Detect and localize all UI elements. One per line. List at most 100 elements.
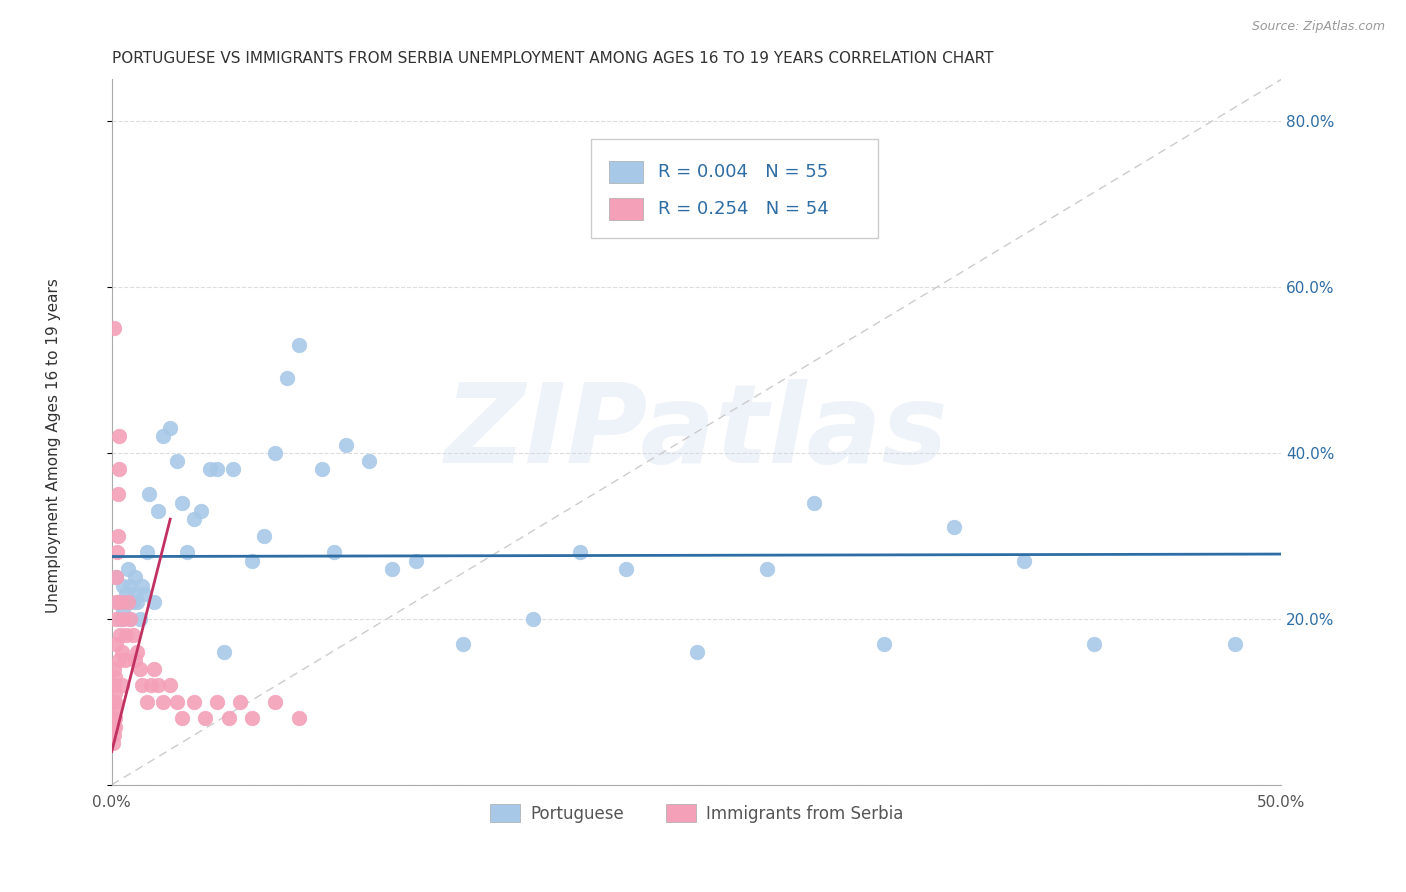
Point (222, 462, 245, 476)
Point (108, 628, 131, 642)
Point (127, 645, 149, 659)
Legend: Portuguese, Immigrants from Serbia: Portuguese, Immigrants from Serbia (484, 797, 910, 830)
Point (873, 637, 896, 651)
Point (755, 562, 778, 576)
Point (134, 587, 156, 601)
Point (124, 653, 146, 667)
Point (152, 429, 174, 443)
Point (104, 670, 127, 684)
Point (166, 454, 188, 468)
Point (104, 711, 127, 725)
Point (568, 545, 591, 559)
Point (103, 686, 125, 700)
Point (112, 603, 135, 617)
Point (264, 695, 287, 709)
Point (170, 711, 193, 725)
Text: Source: ZipAtlas.com: Source: ZipAtlas.com (1251, 20, 1385, 33)
Point (107, 429, 129, 443)
Point (198, 462, 221, 476)
Point (148, 504, 170, 518)
Point (117, 595, 139, 609)
Point (103, 678, 125, 692)
Point (253, 529, 276, 543)
Point (135, 695, 157, 709)
Point (114, 587, 136, 601)
Point (159, 678, 181, 692)
Point (148, 678, 170, 692)
Point (103, 662, 125, 676)
FancyBboxPatch shape (592, 139, 877, 238)
Point (128, 612, 150, 626)
Point (124, 570, 146, 584)
Point (264, 446, 287, 460)
Point (142, 595, 165, 609)
Point (218, 711, 240, 725)
Point (685, 645, 707, 659)
Point (405, 554, 427, 568)
Point (108, 653, 131, 667)
Point (311, 462, 333, 476)
Point (183, 695, 205, 709)
Point (614, 562, 637, 576)
Point (335, 437, 357, 451)
Point (107, 487, 129, 501)
Text: R = 0.254   N = 54: R = 0.254 N = 54 (658, 201, 828, 219)
Point (194, 711, 217, 725)
Point (107, 462, 129, 476)
Point (107, 595, 129, 609)
Point (323, 545, 346, 559)
Point (128, 662, 150, 676)
Point (176, 545, 198, 559)
Point (114, 628, 136, 642)
Point (120, 612, 142, 626)
Point (212, 645, 235, 659)
Point (105, 570, 128, 584)
Point (127, 595, 149, 609)
Point (451, 637, 474, 651)
Point (190, 504, 212, 518)
Point (107, 529, 129, 543)
Point (101, 736, 124, 750)
Point (105, 545, 128, 559)
Point (166, 695, 188, 709)
Point (121, 628, 143, 642)
Point (103, 703, 125, 717)
Point (142, 662, 165, 676)
Text: Unemployment Among Ages 16 to 19 years: Unemployment Among Ages 16 to 19 years (46, 278, 60, 614)
FancyBboxPatch shape (609, 161, 643, 183)
Point (131, 578, 153, 592)
Point (152, 695, 174, 709)
Point (240, 711, 263, 725)
Point (111, 645, 134, 659)
FancyBboxPatch shape (609, 198, 643, 220)
Point (105, 595, 128, 609)
Text: ZIPatlas: ZIPatlas (444, 378, 949, 485)
Point (110, 595, 132, 609)
Point (104, 720, 127, 734)
Point (112, 578, 135, 592)
Point (135, 545, 157, 559)
Point (138, 487, 160, 501)
Point (103, 321, 125, 335)
Point (124, 587, 146, 601)
Point (1012, 554, 1035, 568)
Point (110, 678, 132, 692)
Point (120, 578, 142, 592)
Point (288, 338, 311, 352)
Point (159, 421, 181, 435)
Point (205, 462, 228, 476)
Point (104, 637, 127, 651)
Point (117, 562, 139, 576)
Point (170, 495, 193, 509)
Point (114, 653, 136, 667)
Point (120, 612, 142, 626)
Text: PORTUGUESE VS IMMIGRANTS FROM SERBIA UNEMPLOYMENT AMONG AGES 16 TO 19 YEARS CORR: PORTUGUESE VS IMMIGRANTS FROM SERBIA UNE… (111, 51, 993, 66)
Point (1223, 637, 1246, 651)
Point (105, 570, 128, 584)
Point (117, 595, 139, 609)
Point (381, 562, 404, 576)
Point (104, 695, 127, 709)
Point (183, 512, 205, 526)
Point (103, 720, 125, 734)
Point (942, 520, 965, 534)
